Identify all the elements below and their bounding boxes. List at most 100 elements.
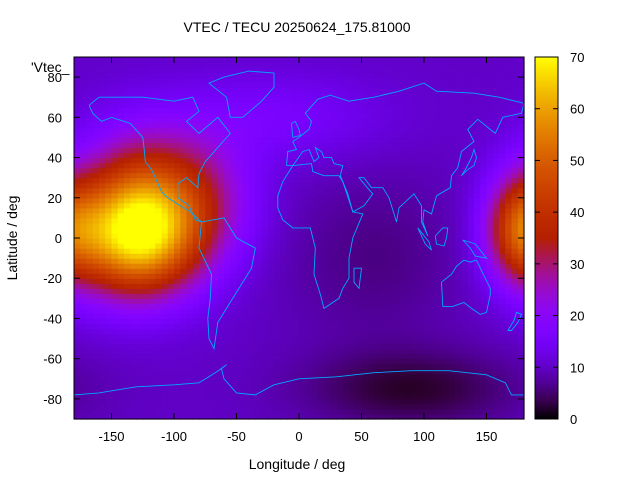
heatmap-cell [367, 323, 375, 330]
heatmap-cell [417, 82, 425, 88]
heatmap-cell [242, 192, 250, 199]
heatmap-cell [286, 157, 294, 164]
heatmap-cell [105, 187, 113, 194]
heatmap-cell [99, 222, 106, 229]
heatmap-cell [161, 182, 169, 189]
heatmap-cell [105, 162, 113, 169]
heatmap-cell [305, 202, 313, 209]
heatmap-cell [192, 117, 200, 123]
heatmap-cell [342, 368, 350, 375]
heatmap-cell [417, 97, 425, 103]
heatmap-cell [261, 162, 269, 169]
heatmap-cell [461, 217, 469, 224]
heatmap-cell [436, 368, 444, 375]
heatmap-cell [349, 82, 356, 88]
heatmap-cell [374, 293, 381, 299]
heatmap-cell [342, 227, 350, 234]
heatmap-cell [417, 413, 425, 420]
heatmap-cell [180, 137, 188, 144]
heatmap-cell [305, 328, 313, 335]
heatmap-cell [117, 343, 125, 350]
heatmap-cell [117, 67, 125, 73]
heatmap-cell [242, 222, 250, 229]
heatmap-cell [174, 298, 181, 304]
heatmap-cell [480, 147, 488, 154]
heatmap-cell [236, 338, 244, 345]
heatmap-cell [130, 353, 138, 360]
heatmap-cell [442, 92, 450, 98]
heatmap-cell [74, 408, 81, 415]
heatmap-cell [361, 177, 369, 184]
heatmap-cell [80, 172, 88, 179]
heatmap-cell [242, 293, 250, 299]
heatmap-cell [361, 192, 369, 199]
heatmap-cell [142, 87, 150, 93]
heatmap-cell [311, 263, 319, 269]
heatmap-cell [124, 132, 131, 139]
heatmap-cell [361, 368, 369, 375]
heatmap-cell [286, 217, 294, 224]
heatmap-cell [399, 308, 406, 315]
heatmap-cell [130, 393, 138, 400]
heatmap-cell [174, 393, 181, 400]
heatmap-cell [124, 303, 131, 309]
heatmap-cell [430, 263, 438, 269]
heatmap-cell [136, 157, 144, 164]
heatmap-cell [117, 147, 125, 154]
heatmap-cell [380, 57, 388, 63]
heatmap-cell [342, 263, 350, 269]
heatmap-cell [474, 92, 481, 98]
heatmap-cell [180, 358, 188, 365]
heatmap-cell [480, 253, 488, 259]
heatmap-cell [274, 403, 281, 410]
heatmap-cell [111, 117, 119, 123]
heatmap-cell [455, 333, 463, 340]
heatmap-cell [499, 227, 506, 234]
heatmap-cell [92, 283, 100, 289]
heatmap-cell [455, 192, 463, 199]
heatmap-cell [492, 368, 500, 375]
heatmap-cell [167, 162, 175, 169]
heatmap-cell [236, 167, 244, 174]
heatmap-cell [311, 212, 319, 219]
heatmap-cell [299, 303, 306, 309]
heatmap-cell [324, 293, 331, 299]
heatmap-cell [342, 222, 350, 229]
heatmap-cell [336, 167, 344, 174]
heatmap-cell [305, 137, 313, 144]
heatmap-cell [311, 72, 319, 78]
heatmap-cell [436, 177, 444, 184]
heatmap-cell [392, 248, 400, 254]
heatmap-cell [380, 358, 388, 365]
heatmap-cell [117, 132, 125, 139]
heatmap-cell [424, 373, 431, 380]
heatmap-cell [224, 323, 231, 330]
heatmap-cell [424, 268, 431, 274]
heatmap-cell [142, 368, 150, 375]
heatmap-cell [261, 298, 269, 304]
heatmap-cell [130, 248, 138, 254]
heatmap-cell [436, 258, 444, 264]
heatmap-cell [111, 112, 119, 118]
heatmap-cell [130, 378, 138, 385]
heatmap-cell [455, 122, 463, 128]
heatmap-cell [105, 152, 113, 159]
heatmap-cell [242, 363, 250, 370]
heatmap-cell [86, 283, 94, 289]
heatmap-cell [386, 333, 394, 340]
heatmap-cell [455, 308, 463, 315]
heatmap-cell [92, 368, 100, 375]
heatmap-cell [317, 147, 325, 154]
heatmap-cell [380, 207, 388, 214]
heatmap-cell [99, 268, 106, 274]
heatmap-cell [99, 152, 106, 159]
heatmap-cell [286, 243, 294, 249]
heatmap-cell [299, 232, 306, 239]
heatmap-cell [380, 87, 388, 93]
heatmap-cell [411, 232, 419, 239]
heatmap-cell [430, 308, 438, 315]
heatmap-cell [299, 152, 306, 159]
heatmap-cell [136, 398, 144, 405]
heatmap-cell [455, 258, 463, 264]
heatmap-cell [130, 82, 138, 88]
